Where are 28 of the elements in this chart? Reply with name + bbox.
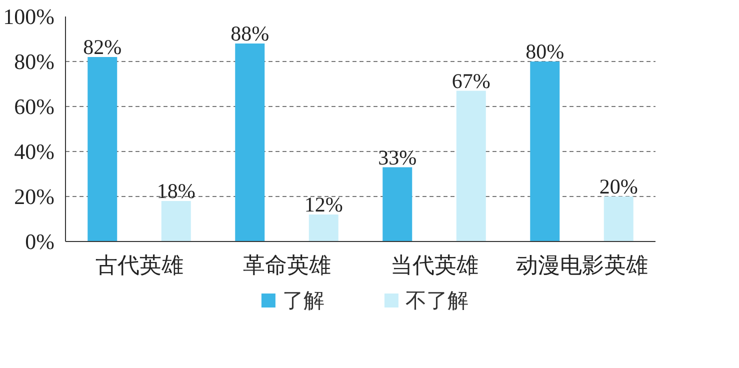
x-tick-label: 古代英雄 <box>95 252 184 278</box>
x-tick-label: 动漫电影英雄 <box>516 252 648 278</box>
y-tick-label: 40% <box>14 139 54 164</box>
x-tick-label: 当代英雄 <box>390 252 478 278</box>
legend-label: 不了解 <box>405 288 468 312</box>
y-tick-label: 0% <box>25 229 54 254</box>
bar <box>530 62 560 242</box>
data-label: 80% <box>526 40 564 64</box>
y-tick-label: 100% <box>3 4 54 29</box>
bar <box>308 214 338 242</box>
y-tick-label: 60% <box>14 94 54 119</box>
y-tick-label: 20% <box>14 184 54 209</box>
data-label: 12% <box>304 192 343 216</box>
data-label: 82% <box>83 35 122 59</box>
bar <box>88 57 118 242</box>
data-label: 88% <box>230 22 270 46</box>
x-tick-label: 革命英雄 <box>242 252 331 278</box>
data-label: 20% <box>599 174 638 198</box>
data-label: 67% <box>452 68 490 93</box>
bar <box>604 196 634 242</box>
bar <box>456 90 486 242</box>
bar <box>161 201 191 242</box>
bar <box>235 44 265 242</box>
bar <box>382 167 412 242</box>
y-tick-label: 80% <box>14 49 54 74</box>
data-label: 18% <box>156 179 196 203</box>
legend-label: 了解 <box>282 288 324 312</box>
data-label: 33% <box>378 145 417 170</box>
